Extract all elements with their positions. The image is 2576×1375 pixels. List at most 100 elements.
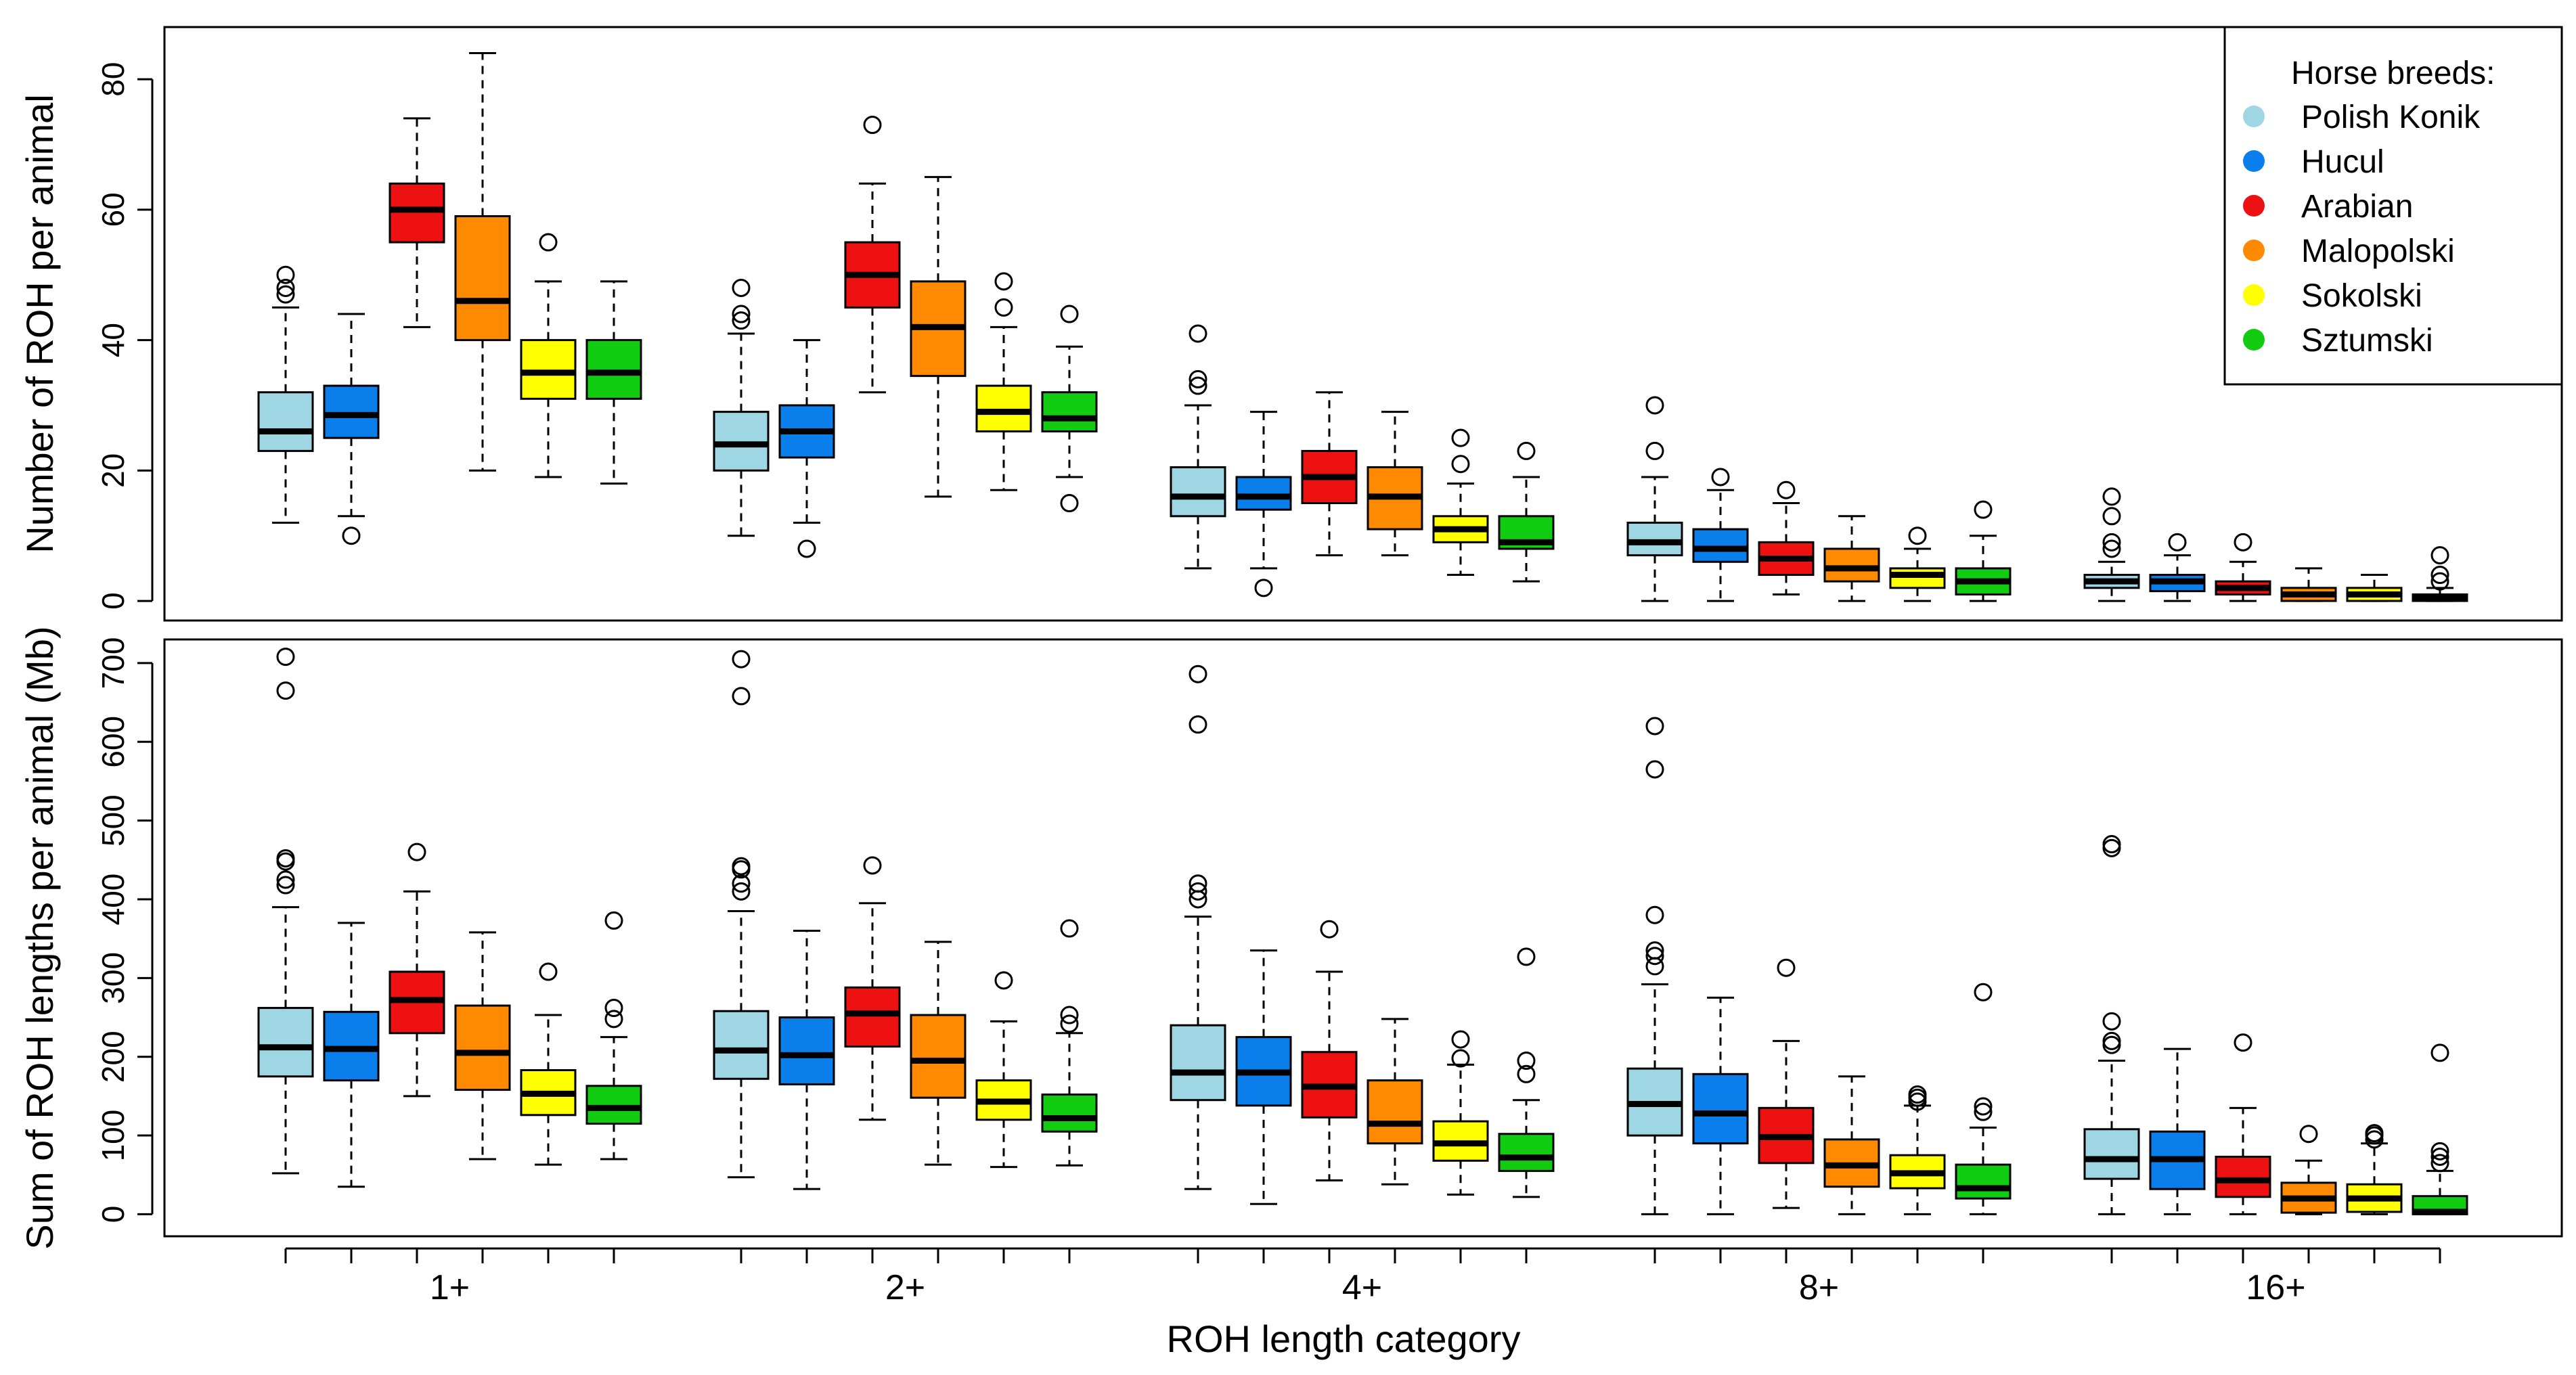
outlier-point <box>2102 838 2121 857</box>
box-iqr <box>388 182 445 244</box>
y-tick-label: 60 <box>95 192 131 227</box>
outlier-point <box>1777 480 1796 499</box>
box-iqr <box>1041 391 1098 433</box>
outlier-point <box>1189 715 1207 734</box>
outlier-point <box>2430 546 2449 565</box>
outlier-point <box>2102 1035 2121 1054</box>
box-hucul-2+ <box>778 339 835 558</box>
outlier-point <box>2102 835 2121 854</box>
outlier-point <box>2430 1043 2449 1062</box>
box-iqr <box>454 1004 511 1091</box>
box-hucul-4+ <box>1235 949 1292 1205</box>
box-malopolski-2+ <box>910 941 967 1166</box>
y-tick-label: 0 <box>95 1206 131 1223</box>
box-polish-konik-8+ <box>1626 396 1683 602</box>
outlier-point <box>1908 526 1927 545</box>
legend: Horse breeds: Polish Konik Hucul Arabian Mal… <box>2223 26 2563 386</box>
box-iqr <box>1235 476 1292 511</box>
outlier-point <box>276 681 295 700</box>
y-tick-label: 400 <box>95 874 131 926</box>
box-iqr <box>1692 528 1749 563</box>
y-tick-label: 600 <box>95 716 131 768</box>
box-iqr <box>1170 1024 1226 1102</box>
outlier-point <box>1060 1006 1079 1024</box>
box-polish-konik-8+ <box>1626 717 1683 1215</box>
box-iqr <box>1170 466 1226 518</box>
plot-frame <box>163 638 2563 1238</box>
outlier-point <box>1974 1102 1993 1121</box>
outlier-point <box>1777 958 1796 977</box>
x-axis-title: ROH length category <box>1167 1317 1521 1360</box>
outlier-point <box>1189 369 1207 388</box>
outlier-point <box>1517 1052 1536 1070</box>
box-polish-konik-2+ <box>713 278 770 537</box>
box-malopolski-4+ <box>1367 1018 1423 1186</box>
y-tick-label: 500 <box>95 794 131 847</box>
x-category-label: 16+ <box>2246 1268 2305 1307</box>
y-tick-label: 0 <box>95 592 131 610</box>
box-sztumski-4+ <box>1498 947 1555 1198</box>
box-sztumski-16+ <box>2412 546 2468 602</box>
box-iqr <box>1498 1133 1555 1172</box>
box-sokolski-2+ <box>975 272 1032 491</box>
x-category-label: 4+ <box>1342 1268 1382 1307</box>
y-tick-label: 700 <box>95 637 131 690</box>
outlier-point <box>604 911 623 930</box>
box-arabian-2+ <box>844 116 901 394</box>
box-iqr <box>585 339 642 400</box>
outlier-point <box>1060 1014 1079 1033</box>
outlier-point <box>732 278 751 297</box>
outlier-point <box>1451 455 1470 474</box>
outlier-point <box>2102 1012 2121 1031</box>
box-iqr <box>1626 521 1683 557</box>
box-hucul-2+ <box>778 930 835 1190</box>
outlier-point <box>604 999 623 1018</box>
outlier-point <box>276 870 295 889</box>
box-malopolski-8+ <box>1823 515 1880 602</box>
box-iqr <box>520 339 577 400</box>
outlier-point <box>994 298 1013 317</box>
legend-label: Sztumski <box>2301 323 2433 359</box>
y-tick-label: 40 <box>95 323 131 357</box>
outlier-point <box>2430 1147 2449 1166</box>
outlier-point <box>1908 1085 1927 1104</box>
box-malopolski-16+ <box>2280 567 2337 602</box>
box-iqr <box>713 411 770 472</box>
outlier-point <box>276 265 295 284</box>
outlier-point <box>1060 919 1079 938</box>
outlier-point <box>2102 1031 2121 1050</box>
box-sztumski-2+ <box>1041 305 1098 513</box>
outlier-point <box>1451 1030 1470 1049</box>
outlier-point <box>732 857 751 876</box>
box-sztumski-1+ <box>585 911 642 1160</box>
box-malopolski-1+ <box>454 931 511 1160</box>
outlier-point <box>1451 1049 1470 1068</box>
legend-label: Hucul <box>2301 144 2384 180</box>
y-axis-title: Number of ROH per animal <box>18 94 61 553</box>
legend-swatch <box>2243 150 2265 172</box>
outlier-point <box>1645 905 1664 924</box>
outlier-point <box>276 285 295 304</box>
box-arabian-4+ <box>1301 391 1358 557</box>
box-iqr <box>323 384 380 439</box>
outlier-point <box>1517 441 1536 460</box>
box-polish-konik-1+ <box>257 265 314 524</box>
x-category-label: 1+ <box>430 1268 470 1307</box>
box-iqr <box>1889 567 1946 589</box>
outlier-point <box>539 962 558 981</box>
outlier-point <box>732 305 751 323</box>
outlier-point <box>539 233 558 252</box>
y-tick-label: 300 <box>95 952 131 1004</box>
outlier-point <box>732 882 751 901</box>
box-arabian-8+ <box>1758 480 1815 595</box>
box-malopolski-2+ <box>910 176 967 498</box>
plot-frame <box>163 26 2563 622</box>
box-arabian-4+ <box>1301 920 1358 1181</box>
outlier-point <box>1060 305 1079 323</box>
outlier-point <box>1189 324 1207 343</box>
outlier-point <box>863 116 882 135</box>
outlier-point <box>1060 494 1079 513</box>
box-hucul-16+ <box>2149 533 2206 602</box>
outlier-point <box>276 278 295 297</box>
box-iqr <box>2215 1155 2271 1198</box>
